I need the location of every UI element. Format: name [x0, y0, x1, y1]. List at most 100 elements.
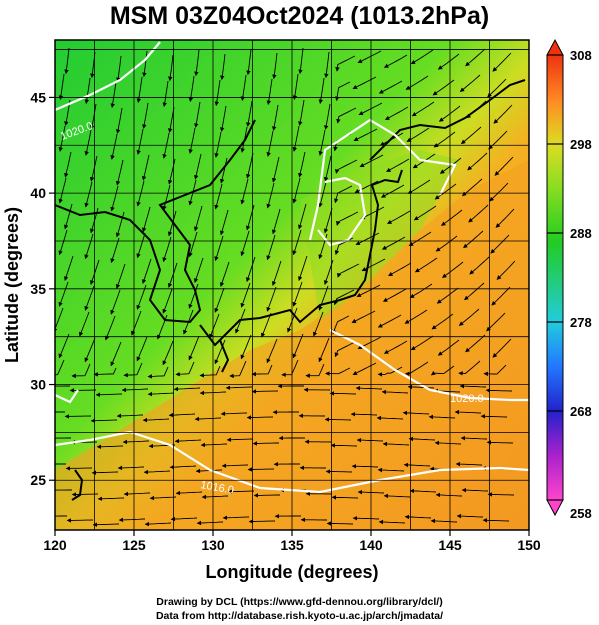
streamline: [58, 125, 66, 152]
streamline: [352, 76, 377, 89]
credit-data: Data from http://database.rish.kyoto-u.a…: [155, 610, 444, 622]
streamline: [313, 311, 324, 337]
streamline: [487, 492, 515, 497]
streamline: [246, 152, 254, 179]
streamline: [409, 488, 437, 494]
streamline: [104, 315, 116, 341]
streamline: [58, 229, 68, 256]
x-axis: 120 125 130 135 140 145 150: [43, 530, 541, 553]
streamline: [58, 281, 69, 307]
streamline: [356, 437, 384, 443]
y-tick-label-30: 30: [30, 377, 46, 393]
streamline: [408, 436, 436, 442]
streamline: [378, 80, 403, 94]
streamline: [141, 154, 150, 181]
streamline: [219, 261, 230, 288]
streamline: [121, 387, 149, 393]
isobars: [55, 41, 529, 494]
streamline: [266, 234, 276, 261]
streamline: [431, 313, 454, 330]
streamline: [219, 157, 228, 184]
map-figure: 1020.0 1016.0 1020.0 120 125 130 135 140 145 1…: [2, 38, 592, 582]
streamline: [402, 410, 430, 416]
streamline: [144, 521, 172, 527]
streamline: [463, 230, 484, 249]
streamline: [434, 183, 457, 200]
y-tick-label-25: 25: [30, 472, 46, 488]
streamline: [298, 151, 306, 178]
streamline: [465, 48, 486, 67]
streamline: [490, 234, 510, 254]
streamline: [428, 414, 456, 420]
streamline: [337, 263, 360, 278]
streamline: [318, 77, 325, 105]
streamline: [252, 441, 279, 446]
streamline: [142, 50, 148, 78]
streamline: [325, 367, 351, 376]
streamline: [384, 106, 409, 120]
streamline: [298, 255, 308, 282]
streamline: [440, 209, 463, 226]
streamline: [382, 288, 407, 302]
streamline: [410, 49, 434, 65]
streamline: [433, 131, 456, 148]
streamline: [407, 179, 431, 194]
streamline: [383, 54, 408, 68]
streamline: [407, 384, 435, 390]
streamline: [486, 440, 514, 445]
streamline: [162, 80, 169, 108]
streamline: [405, 75, 429, 90]
streamline: [335, 55, 356, 72]
streamline: [377, 366, 403, 377]
streamline: [246, 100, 253, 127]
page-title: MSM 03Z04Oct2024 (1013.2hPa): [109, 2, 490, 30]
streamline: [162, 184, 171, 211]
streamline: [220, 411, 248, 417]
streamline: [495, 208, 515, 228]
streamline: [115, 211, 125, 238]
streamline: [174, 438, 202, 444]
streamline: [292, 73, 299, 101]
streamline: [214, 339, 226, 365]
streamline: [482, 518, 510, 523]
streamline: [246, 415, 274, 420]
streamline: [84, 181, 93, 208]
streamline: [58, 177, 67, 204]
streamline: [334, 81, 351, 102]
streamline: [403, 462, 431, 468]
streamline: [170, 516, 198, 522]
streamline: [116, 55, 122, 83]
streamline: [483, 364, 507, 377]
streamline: [117, 465, 145, 471]
streamline: [485, 388, 513, 393]
streamline: [214, 183, 223, 210]
streamline: [272, 52, 278, 80]
colorbar-min-arrow: [546, 499, 564, 517]
streamline: [324, 417, 352, 422]
streamline: [220, 105, 227, 132]
streamline: [84, 77, 91, 105]
streamline: [405, 361, 429, 377]
y-axis-title: Latitude (degrees): [2, 207, 22, 363]
streamline: [381, 389, 409, 395]
streamline: [458, 308, 480, 326]
lat-lon-grid: [54, 40, 530, 530]
streamline: [116, 107, 123, 134]
streamline: [221, 463, 249, 469]
streamline: [388, 262, 412, 276]
streamline: [292, 281, 303, 307]
streamline: [240, 230, 250, 257]
streamline: [266, 338, 278, 364]
streamline: [430, 518, 458, 524]
streamline: [460, 435, 488, 441]
streamline: [441, 261, 464, 278]
streamline: [136, 232, 146, 259]
streamline: [332, 315, 350, 335]
x-tick-label-150: 150: [517, 537, 541, 553]
streamline: [55, 359, 65, 376]
streamline: [459, 383, 487, 389]
streamline: [410, 335, 434, 351]
streamline: [355, 232, 380, 246]
streamline: [439, 157, 462, 174]
streamline: [382, 441, 410, 447]
